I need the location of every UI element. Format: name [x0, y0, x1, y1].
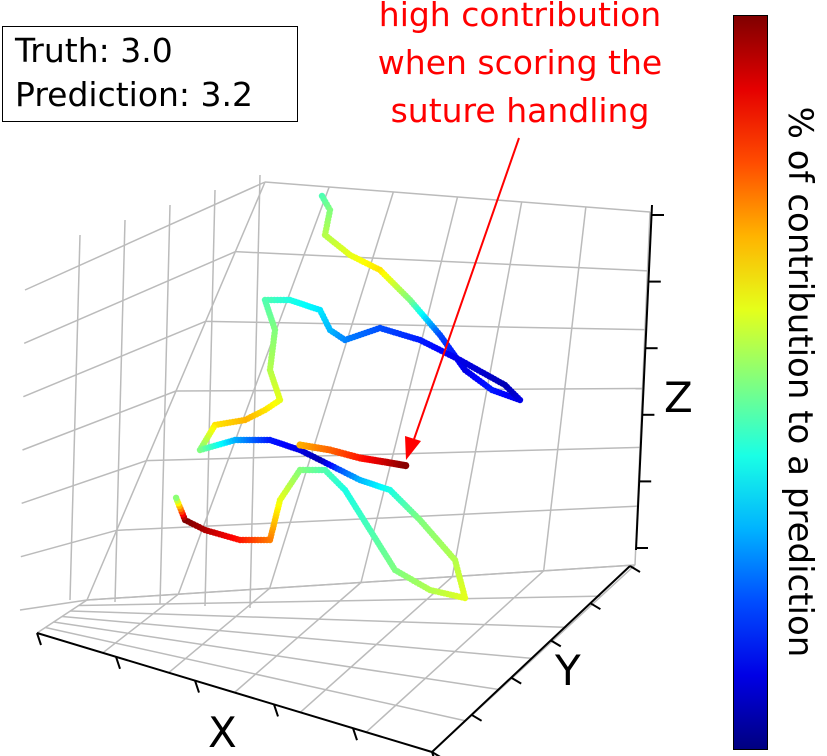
grid-line — [114, 219, 126, 603]
x-tick — [352, 727, 358, 741]
y-tick — [550, 639, 562, 648]
grid-line — [23, 320, 206, 398]
grid-line — [159, 204, 171, 605]
grid-line — [23, 250, 236, 345]
y-axis-line — [431, 565, 631, 753]
annotation-line-2: when scoring the — [377, 43, 663, 82]
score-info-box: Truth: 3.0 Prediction: 3.2 — [2, 26, 298, 122]
x-axis-line — [36, 632, 433, 753]
grid-line — [204, 189, 216, 607]
x-tick — [431, 751, 435, 756]
axis-ticks — [36, 204, 664, 756]
y-tick — [471, 713, 483, 722]
grid-line — [299, 576, 453, 713]
trajectory-point — [402, 462, 410, 470]
grid-line — [45, 626, 466, 722]
colorbar-label: % of contribution to a prediction — [780, 106, 820, 658]
annotation-line-3: suture handling — [390, 91, 650, 130]
grid-line — [86, 564, 636, 601]
colorbar — [733, 15, 768, 750]
grid-line — [249, 174, 261, 609]
annotation-line-1: high contribution — [378, 0, 662, 34]
y-tick — [629, 565, 641, 573]
x-tick — [36, 632, 42, 646]
prediction-label: Prediction: 3.2 — [15, 75, 254, 114]
truth-label: Truth: 3.0 — [15, 31, 173, 70]
grid-line — [61, 615, 534, 660]
x-tick — [194, 680, 200, 693]
x-tick — [115, 656, 121, 670]
trajectory-points — [172, 192, 524, 602]
x-tick — [273, 704, 279, 717]
y-tick — [431, 751, 441, 756]
trajectory-point — [172, 494, 180, 501]
x-axis-label: X — [208, 708, 237, 756]
z-axis-label: Z — [664, 373, 693, 422]
grid-line — [22, 390, 177, 451]
y-tick — [510, 676, 522, 685]
grid-line — [21, 459, 147, 505]
grid-line — [146, 446, 641, 462]
z-axis-line — [635, 204, 653, 551]
y-axis-label: Y — [555, 646, 581, 695]
annotation-text: high contribution when scoring the sutur… — [300, 0, 740, 135]
grid-line — [24, 181, 266, 291]
grid-line — [69, 234, 81, 601]
grid-line — [19, 599, 88, 611]
annotation-arrow — [405, 137, 520, 460]
grid-line — [20, 529, 117, 558]
y-tick — [589, 602, 601, 611]
